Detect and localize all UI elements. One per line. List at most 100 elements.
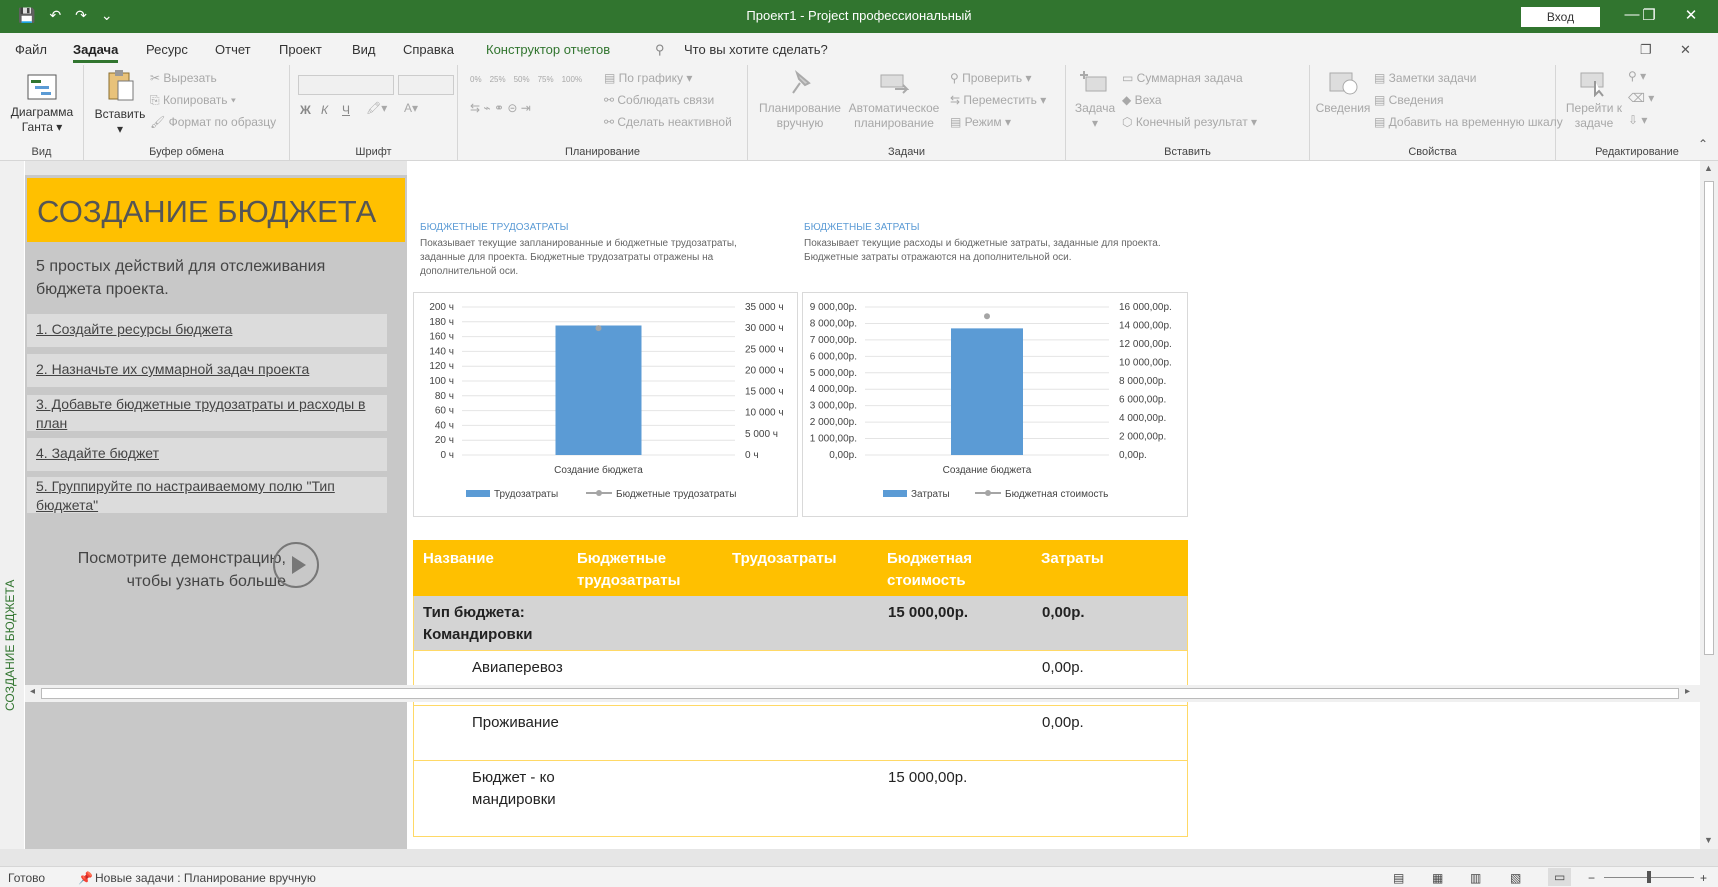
- format-painter-button[interactable]: 🖌 Формат по образцу: [150, 115, 277, 129]
- add-to-timeline-button[interactable]: ▤ Добавить на временную шкалу: [1374, 115, 1563, 129]
- insert-task-label: Задача: [1074, 101, 1116, 115]
- step-link-5[interactable]: 5. Группируйте по настраиваемому полю "Т…: [27, 477, 387, 513]
- manual-schedule-button[interactable]: Планирование вручную: [758, 69, 842, 131]
- scroll-right-icon[interactable]: ▸: [1685, 686, 1691, 697]
- auto-schedule-button[interactable]: Автоматическое планирование: [846, 69, 942, 131]
- task-usage-icon[interactable]: ▦: [1432, 871, 1444, 885]
- goto-task-button[interactable]: Перейти к задаче: [1564, 69, 1624, 131]
- mode-button[interactable]: ▤ Режим ▾: [950, 115, 1012, 129]
- new-tasks-mode[interactable]: Новые задачи : Планирование вручную: [95, 871, 316, 885]
- scroll-down-icon[interactable]: ▼: [1704, 835, 1713, 845]
- paste-icon: [108, 70, 134, 101]
- underline-button[interactable]: Ч: [342, 103, 350, 117]
- redo-icon[interactable]: ↷: [75, 7, 87, 23]
- team-planner-icon[interactable]: ▥: [1470, 871, 1482, 885]
- milestone-button[interactable]: ◆ Веха: [1122, 93, 1162, 107]
- resource-sheet-icon[interactable]: ▧: [1510, 871, 1522, 885]
- collapse-ribbon-icon[interactable]: ⌃: [1698, 137, 1709, 151]
- search-icon[interactable]: ⚲: [655, 42, 665, 57]
- paste-button[interactable]: Вставить ▾: [90, 69, 150, 137]
- font-family-select[interactable]: [298, 75, 394, 95]
- gantt-chart-icon: [27, 74, 57, 100]
- zoom-slider-thumb[interactable]: [1647, 871, 1651, 883]
- y-tick-label: 0,00р.: [829, 450, 857, 461]
- task-notes-button[interactable]: ▤ Заметки задачи: [1374, 71, 1477, 85]
- details-button[interactable]: ▤ Сведения: [1374, 93, 1444, 107]
- row-name: Бюджет - командировки: [472, 769, 556, 808]
- link-tasks-icons[interactable]: ⇆ ⌁ ⚭ ⊝ ⇥: [470, 101, 531, 115]
- scroll-up-icon[interactable]: ▲: [1704, 163, 1713, 173]
- ribbon-display-icon[interactable]: ❐: [1640, 42, 1652, 57]
- play-video-icon[interactable]: [273, 542, 319, 588]
- report-view-icon[interactable]: ▭: [1548, 868, 1572, 886]
- deliverable-button[interactable]: ⬡ Конечный результат ▾: [1122, 115, 1258, 129]
- vertical-scroll-thumb[interactable]: [1704, 181, 1714, 655]
- inspect-button[interactable]: ⚲ Проверить ▾: [950, 71, 1032, 85]
- on-track-button[interactable]: ▤ По графику ▾: [604, 71, 693, 85]
- tab-file[interactable]: Файл: [15, 42, 47, 57]
- customize-qat-icon[interactable]: ⌄: [100, 7, 113, 23]
- table-row[interactable]: Бюджет - командировки 15 000,00р.: [413, 761, 1188, 837]
- inactivate-button[interactable]: ⚯ Сделать неактивной: [604, 115, 732, 129]
- summary-task-button[interactable]: ▭ Суммарная задача: [1122, 71, 1243, 85]
- gantt-chart-button[interactable]: Диаграмма Ганта ▾: [6, 73, 78, 135]
- intro-text: 5 простых действий для отслеживания бюдж…: [36, 258, 326, 298]
- step-link-1[interactable]: 1. Создайте ресурсы бюджета: [27, 314, 387, 347]
- legend-label: Бюджетные трудозатраты: [616, 489, 736, 500]
- copy-button[interactable]: ⎘ Копировать ▾: [150, 93, 236, 107]
- highlight-icon[interactable]: 🖍▾: [366, 101, 388, 115]
- group-editing: Перейти к задаче ⚲ ▾ ⌫ ▾ ⇩ ▾ Редактирова…: [1556, 65, 1718, 161]
- clear-icon[interactable]: ⌫ ▾: [1628, 91, 1655, 105]
- bold-button[interactable]: Ж: [300, 103, 311, 117]
- pct-0-button[interactable]: 0%: [470, 75, 482, 84]
- pct-25-button[interactable]: 25%: [489, 75, 506, 84]
- insert-task-icon: [1080, 71, 1107, 92]
- legend-swatch-marker: [985, 490, 991, 496]
- tab-task[interactable]: Задача: [73, 42, 119, 63]
- y2-tick-label: 12 000,00р.: [1119, 339, 1172, 350]
- status-bar: Готово 📌 Новые задачи : Планирование вру…: [0, 866, 1718, 887]
- font-size-select[interactable]: [398, 75, 454, 95]
- sign-in-button[interactable]: Вход: [1521, 7, 1600, 27]
- step-link-3[interactable]: 3. Добавьте бюджетные трудозатраты и рас…: [27, 395, 387, 431]
- pct-75-button[interactable]: 75%: [537, 75, 554, 84]
- table-row[interactable]: Проживание 0,00р.: [413, 706, 1188, 761]
- tab-report[interactable]: Отчет: [215, 42, 251, 57]
- undo-icon[interactable]: ↶: [49, 7, 62, 23]
- close-window-icon[interactable]: ✕: [1680, 42, 1691, 57]
- tab-resource[interactable]: Ресурс: [146, 42, 188, 57]
- y2-tick-label: 8 000,00р.: [1119, 376, 1166, 387]
- step-link-2[interactable]: 2. Назначьте их суммарной задач проекта: [27, 354, 387, 387]
- font-color-icon[interactable]: A▾: [404, 101, 419, 115]
- gantt-view-icon[interactable]: ▤: [1393, 871, 1405, 885]
- insert-task-button[interactable]: Задача ▾: [1072, 69, 1118, 131]
- zoom-in-icon[interactable]: +: [1700, 871, 1708, 885]
- move-button[interactable]: ⇆ Переместить ▾: [950, 93, 1047, 107]
- information-label: Сведения: [1315, 101, 1371, 115]
- pct-50-button[interactable]: 50%: [513, 75, 530, 84]
- table-group-row[interactable]: Тип бюджета: Командировки 15 000,00р. 0,…: [413, 596, 1188, 651]
- pct-100-button[interactable]: 100%: [561, 75, 583, 84]
- find-icon[interactable]: ⚲ ▾: [1628, 69, 1647, 83]
- save-icon[interactable]: 💾: [18, 7, 36, 23]
- tab-report-designer[interactable]: Конструктор отчетов: [486, 42, 611, 57]
- tell-me-search[interactable]: Что вы хотите сделать?: [684, 42, 828, 57]
- information-button[interactable]: Сведения: [1314, 69, 1372, 116]
- tab-help[interactable]: Справка: [403, 42, 454, 57]
- horizontal-scrollbar[interactable]: ◂ ▸: [25, 685, 1700, 702]
- vertical-scrollbar[interactable]: ▲ ▼: [1700, 161, 1718, 849]
- italic-button[interactable]: К: [321, 103, 329, 117]
- horizontal-scroll-thumb[interactable]: [41, 688, 1679, 699]
- minimize-button[interactable]: —: [1624, 6, 1640, 23]
- restore-button[interactable]: ❐: [1642, 7, 1656, 24]
- tab-view[interactable]: Вид: [352, 42, 376, 57]
- table-row[interactable]: Авиаперевозки 0,00р.: [413, 651, 1188, 706]
- fill-icon[interactable]: ⇩ ▾: [1628, 113, 1648, 127]
- cut-button[interactable]: ✂ Вырезать: [150, 71, 217, 85]
- close-button[interactable]: ✕: [1684, 7, 1698, 24]
- tab-project[interactable]: Проект: [279, 42, 322, 57]
- zoom-out-icon[interactable]: −: [1588, 871, 1596, 885]
- step-link-4[interactable]: 4. Задайте бюджет: [27, 438, 387, 471]
- respect-links-button[interactable]: ⚯ Соблюдать связи: [604, 93, 715, 107]
- scroll-left-icon[interactable]: ◂: [30, 686, 36, 697]
